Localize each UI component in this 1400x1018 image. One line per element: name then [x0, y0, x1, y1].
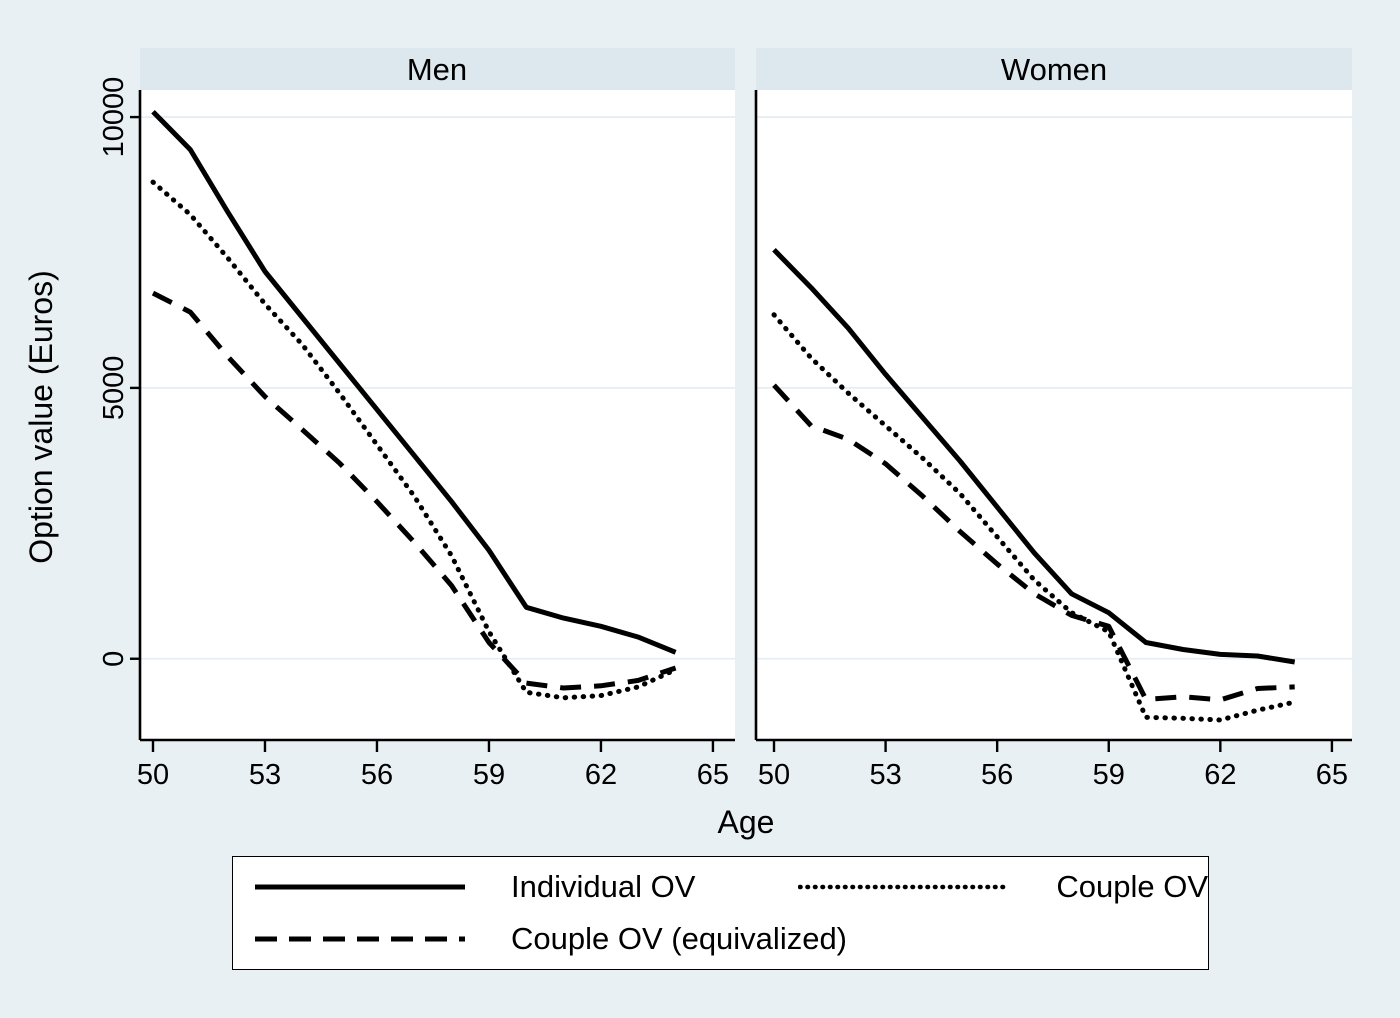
y-tick-label: 5000: [98, 356, 130, 421]
legend-label: Couple OV (equivalized): [511, 921, 848, 956]
y-tick-label: 10000: [98, 77, 130, 158]
legend-entry-individual-ov: Individual OV: [253, 869, 798, 905]
x-tick-label: 50: [137, 759, 169, 791]
x-tick-label: 53: [249, 759, 281, 791]
dotted-line-sample-icon: [798, 884, 1013, 890]
panel-men: 50 53 56 59 62 65 0 5000 10000: [98, 77, 735, 791]
panel-title-women: Women: [1001, 52, 1107, 87]
panel-title-men: Men: [407, 52, 467, 87]
series-men: [150, 109, 679, 701]
legend-row-2: Couple OV (equivalized): [233, 913, 1208, 965]
gridlines-women: [756, 116, 1352, 660]
x-tick-label: 59: [473, 759, 505, 791]
solid-line-sample-icon: [255, 884, 465, 890]
x-tick-label: 65: [1316, 759, 1348, 791]
series-path-dotted: [150, 179, 679, 701]
series-women: [771, 248, 1298, 723]
y-tick-label: 0: [98, 651, 130, 667]
x-tick-label: 56: [981, 759, 1013, 791]
series-path-dotted: [771, 312, 1298, 723]
plot-area-men: [140, 90, 735, 740]
series-path-solid: [772, 248, 1296, 665]
men-title-band: [140, 48, 735, 90]
x-tick-label: 62: [585, 759, 617, 791]
ticks-women: 50 53 56 59 62 65: [758, 740, 1348, 791]
plot-area-women: [756, 90, 1352, 740]
panel-women: 50 53 56 59 62 65: [754, 90, 1352, 791]
x-tick-label: 50: [758, 759, 790, 791]
x-tick-label: 53: [869, 759, 901, 791]
dashed-line-sample-icon: [255, 936, 465, 942]
y-axis-title: Option value (Euros): [23, 270, 59, 563]
x-tick-label: 56: [361, 759, 393, 791]
legend-entry-couple-ov: Couple OV: [798, 869, 1208, 905]
legend-entry-couple-ov-equivalized: Couple OV (equivalized): [253, 921, 848, 957]
x-tick-label: 59: [1093, 759, 1125, 791]
series-path-solid: [151, 109, 677, 655]
x-tick-label: 62: [1204, 759, 1236, 791]
series-path-dashed: [772, 383, 1295, 703]
x-axis-title: Age: [718, 804, 775, 840]
legend-label: Couple OV: [1056, 869, 1208, 904]
women-title-band: [756, 48, 1352, 90]
x-tick-label: 65: [697, 759, 729, 791]
ticks-men: 50 53 56 59 62 65 0 5000 10000: [98, 77, 729, 791]
legend-row-1: Individual OV Couple OV: [233, 861, 1208, 913]
legend: Individual OV Couple OV Couple OV (equiv…: [232, 856, 1209, 970]
legend-label: Individual OV: [511, 869, 696, 904]
gridlines-men: [140, 116, 735, 660]
series-path-dashed: [151, 290, 677, 691]
